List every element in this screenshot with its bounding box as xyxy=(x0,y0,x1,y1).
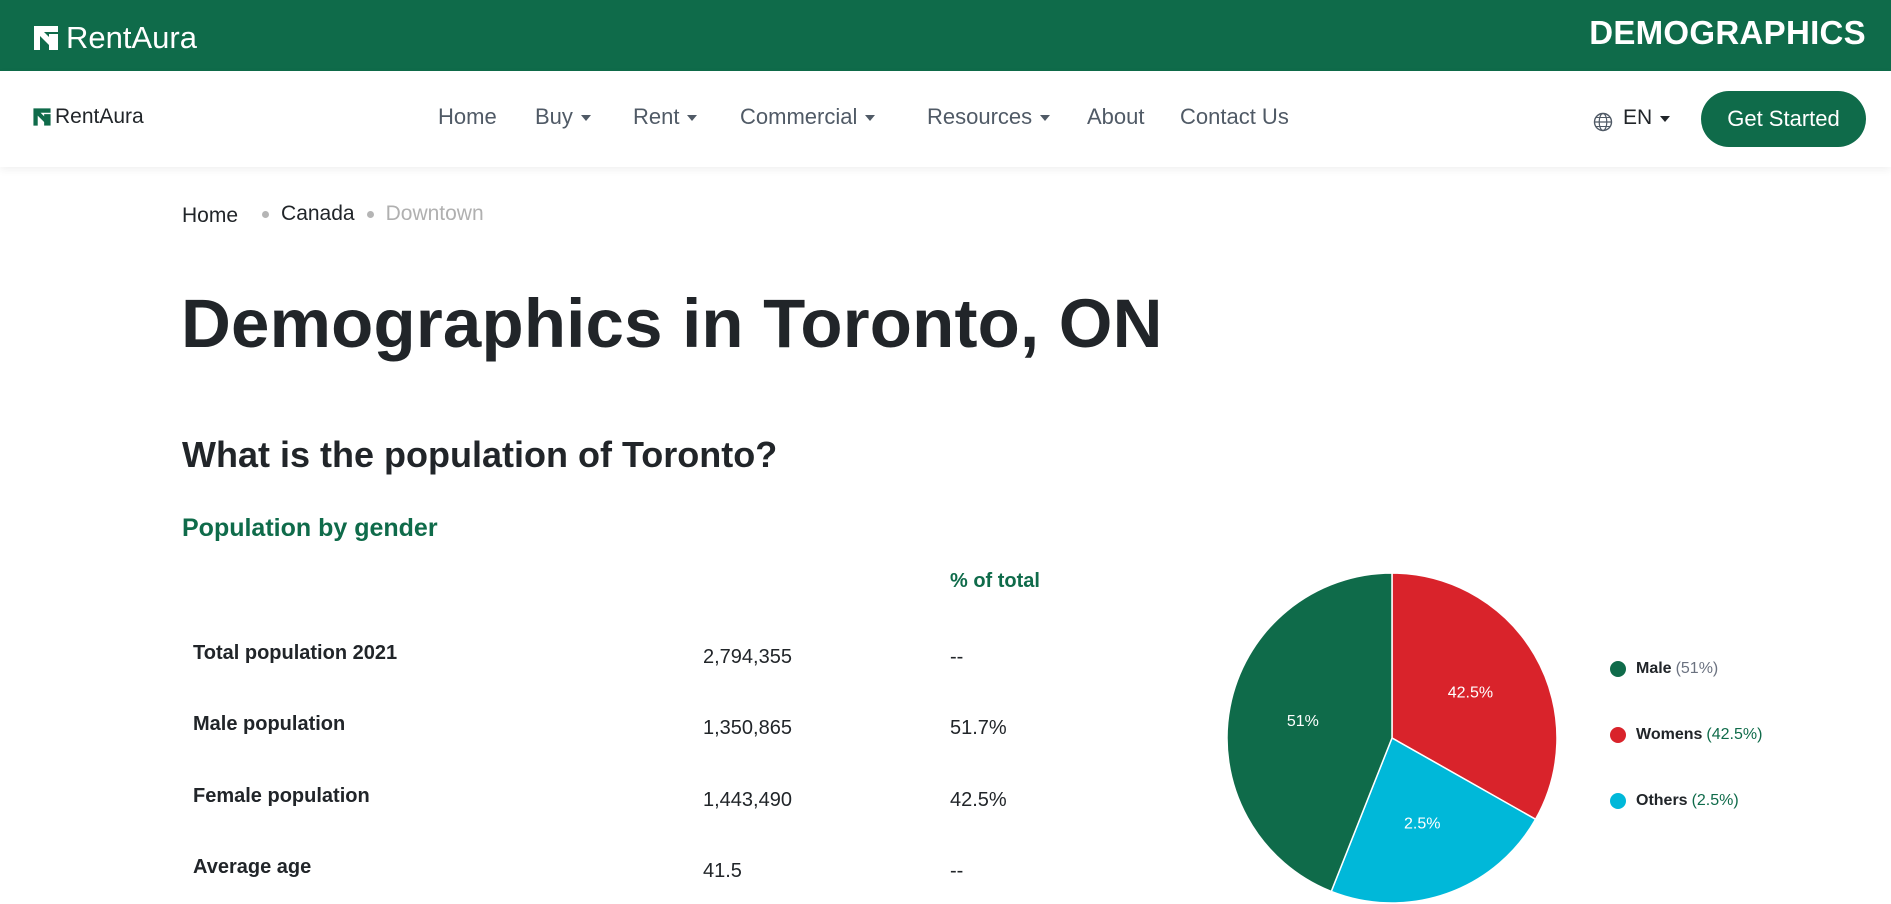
chevron-down-icon xyxy=(1660,116,1671,122)
nav-item-label: Commercial xyxy=(740,104,858,129)
nav-item-commercial[interactable]: Commercial xyxy=(740,104,876,130)
row-value: 2,794,355 xyxy=(703,646,792,668)
nav-brand[interactable]: RentAura xyxy=(32,105,144,129)
breadcrumb-current: Downtown xyxy=(385,202,484,225)
row-label: Average age xyxy=(193,856,312,878)
population-by-gender-heading: Population by gender xyxy=(182,514,438,542)
table-row: Average age 41.5 -- xyxy=(193,856,1093,886)
top-brand-name: RentAura xyxy=(66,20,197,55)
nav-item-buy[interactable]: Buy xyxy=(535,104,591,130)
row-pct: 51.7% xyxy=(950,717,1007,739)
chevron-down-icon xyxy=(1040,115,1051,121)
row-label: Male population xyxy=(193,713,346,735)
legend-name: Others xyxy=(1636,792,1688,809)
nav-item-about[interactable]: About xyxy=(1087,104,1145,130)
legend-item-womens: Womens (42.5%) xyxy=(1610,726,1762,744)
row-pct: -- xyxy=(950,646,964,668)
table-row: Female population 1,443,490 42.5% xyxy=(193,785,1093,815)
pie-slice-male[interactable] xyxy=(1226,572,1393,893)
row-value: 1,443,490 xyxy=(703,789,792,811)
row-value: 41.5 xyxy=(703,860,742,882)
page-title: Demographics in Toronto, ON xyxy=(181,285,1163,362)
nav-item-home[interactable]: Home xyxy=(438,104,497,130)
get-started-button[interactable]: Get Started xyxy=(1701,91,1866,147)
row-pct: 42.5% xyxy=(950,789,1007,811)
legend-swatch xyxy=(1610,793,1626,809)
breadcrumb-canada[interactable]: Canada xyxy=(281,202,355,225)
legend-item-others: Others (2.5%) xyxy=(1610,792,1739,810)
legend-pct: (51%) xyxy=(1675,660,1719,677)
banner-title: DEMOGRAPHICS xyxy=(1589,14,1866,51)
table-row: Male population 1,350,865 51.7% xyxy=(193,713,1093,743)
breadcrumb-separator xyxy=(366,210,374,218)
nav-item-label: Resources xyxy=(927,104,1033,129)
legend-swatch xyxy=(1610,661,1626,677)
nav-item-contact-us[interactable]: Contact Us xyxy=(1180,104,1289,130)
table-row: Total population 2021 2,794,355 -- xyxy=(193,642,1093,672)
language-label: EN xyxy=(1623,106,1653,129)
breadcrumb: Home Canada Downtown xyxy=(182,200,484,228)
chevron-down-icon xyxy=(687,115,698,121)
nav-item-label: Home xyxy=(438,104,497,129)
rentaura-logo-icon xyxy=(34,26,58,50)
legend-name: Male xyxy=(1636,660,1672,677)
gender-pie-chart: 42.5% 2.5% 51% xyxy=(1226,572,1558,904)
pie-label-womens: 42.5% xyxy=(1448,684,1493,701)
main-navbar: RentAura Home Buy Rent Commercial Resour… xyxy=(0,71,1891,167)
globe-icon xyxy=(1593,112,1613,132)
rentaura-logo-icon xyxy=(33,108,51,126)
nav-item-label: Rent xyxy=(633,104,680,129)
section-heading: What is the population of Toronto? xyxy=(182,434,778,475)
row-label: Female population xyxy=(193,785,370,807)
row-pct: -- xyxy=(950,860,964,882)
language-selector[interactable]: EN xyxy=(1593,104,1671,132)
nav-item-label: Contact Us xyxy=(1180,104,1289,129)
row-label: Total population 2021 xyxy=(193,642,398,664)
chevron-down-icon xyxy=(865,115,876,121)
pie-label-male: 51% xyxy=(1287,713,1319,730)
legend-item-male: Male (51%) xyxy=(1610,660,1718,678)
pie-slice-womens[interactable] xyxy=(1391,572,1558,821)
nav-brand-name: RentAura xyxy=(55,105,144,128)
legend-pct: (2.5%) xyxy=(1691,792,1739,809)
pie-slice-others[interactable] xyxy=(1330,736,1537,904)
row-value: 1,350,865 xyxy=(703,717,792,739)
legend-pct: (42.5%) xyxy=(1706,726,1763,743)
nav-item-rent[interactable]: Rent xyxy=(633,104,698,130)
legend-name: Womens xyxy=(1636,726,1703,743)
pie-label-others: 2.5% xyxy=(1404,816,1440,833)
legend-swatch xyxy=(1610,727,1626,743)
breadcrumb-home[interactable]: Home xyxy=(182,204,239,227)
pct-of-total-header: % of total xyxy=(950,570,1040,592)
nav-item-resources[interactable]: Resources xyxy=(927,104,1051,130)
top-brand[interactable]: RentAura xyxy=(32,20,197,56)
nav-item-label: About xyxy=(1087,104,1145,129)
top-banner: RentAura DEMOGRAPHICS xyxy=(0,0,1891,71)
nav-item-label: Buy xyxy=(535,104,573,129)
breadcrumb-separator xyxy=(262,210,270,218)
chevron-down-icon xyxy=(580,115,591,121)
